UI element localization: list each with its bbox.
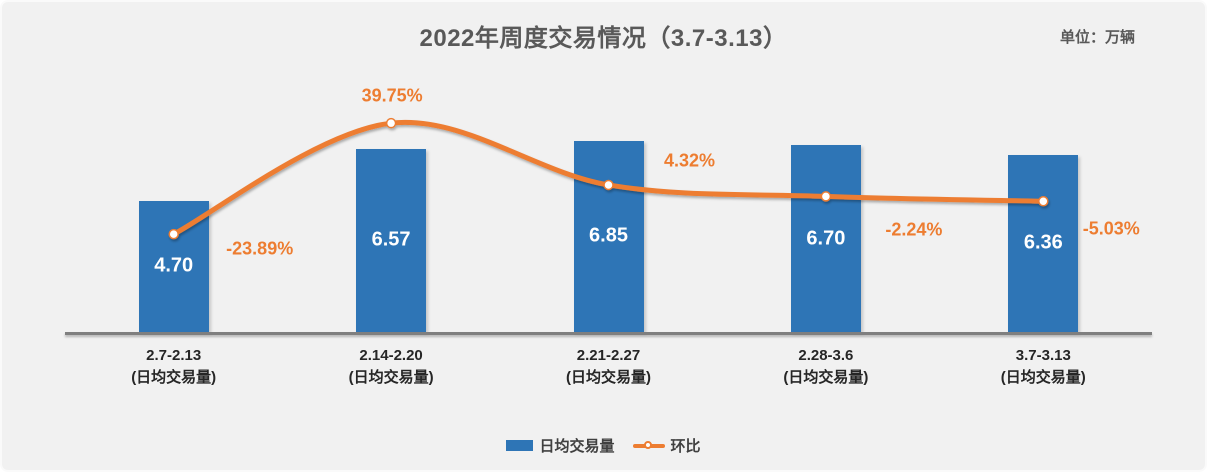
legend-item-bar-series: 日均交易量 [506,435,615,456]
line-value-label: 39.75% [361,85,423,106]
line-value-label: -2.24% [885,219,943,240]
x-tick-3.7-3.13: 3.7-3.13 (日均交易量) [935,345,1152,389]
x-tick-range-label: 2.28-3.6 [798,347,854,364]
bar-series-swatch-icon [506,440,534,451]
line-series-marker-icon [632,440,665,452]
x-tick-range-label: 2.7-2.13 [146,347,202,364]
bar-value-label: 6.36 [1023,231,1063,254]
line-value-label: -5.03% [1082,218,1140,239]
x-tick-range-label: 2.14-2.20 [359,347,423,364]
legend: 日均交易量 环比 [2,435,1205,456]
x-axis-line [65,332,1152,335]
x-tick-sublabel: (日均交易量) [131,369,217,386]
x-tick-2.7-2.13: 2.7-2.13 (日均交易量) [65,345,282,389]
bar-value-label: 4.70 [154,254,194,277]
legend-bar-label: 日均交易量 [539,438,615,455]
line-marker [385,117,397,129]
x-tick-sublabel: (日均交易量) [565,369,651,386]
x-tick-sublabel: (日均交易量) [783,369,869,386]
bar-value-label: 6.57 [371,228,411,251]
line-value-label: 4.32% [663,150,716,171]
bar-value-label: 6.70 [806,227,846,250]
legend-item-line-series: 环比 [632,435,701,456]
x-tick-2.14-2.20: 2.14-2.20 (日均交易量) [282,345,499,389]
x-tick-range-label: 3.7-3.13 [1015,347,1071,364]
legend-line-label: 环比 [670,438,701,455]
chart-title: 2022年周度交易情况（3.7-3.13） [419,25,788,52]
unit-label: 单位：万辆 [1059,29,1135,46]
x-tick-2.28-3.6: 2.28-3.6 (日均交易量) [717,345,934,389]
x-tick-range-label: 2.21-2.27 [576,347,641,364]
line-value-label: -23.89% [226,238,294,259]
x-tick-sublabel: (日均交易量) [348,369,434,386]
x-tick-2.21-2.27: 2.21-2.27 (日均交易量) [500,345,717,389]
x-tick-sublabel: (日均交易量) [1000,369,1086,386]
bar-value-label: 6.85 [589,224,628,247]
